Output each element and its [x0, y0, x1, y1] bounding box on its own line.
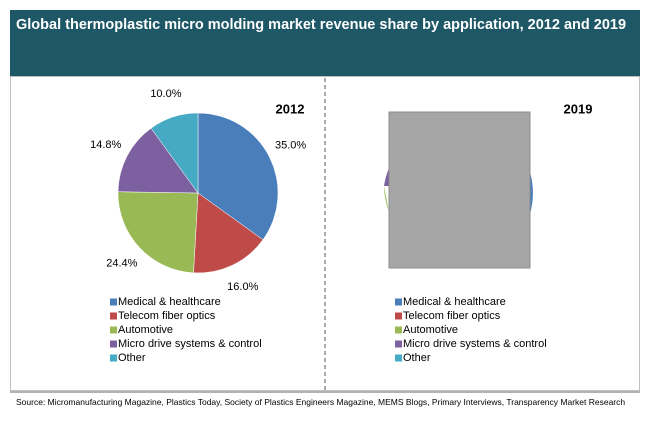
obscured-pie-edge — [384, 186, 389, 212]
title-box: Global thermoplastic micro molding marke… — [16, 17, 627, 33]
pie-slice — [193, 192, 264, 274]
data-label: 35.0% — [275, 139, 306, 151]
pie-slice — [117, 127, 199, 194]
legend-label: Micro drive systems & control — [118, 338, 262, 350]
legend-label: Other — [403, 352, 431, 364]
pie-slice — [150, 112, 199, 194]
obscuring-box — [388, 111, 531, 269]
legend-label: Micro drive systems & control — [403, 338, 547, 350]
legend-label: Automotive — [403, 324, 458, 336]
legend-label: Medical & healthcare — [403, 296, 506, 308]
legend-swatch — [395, 298, 402, 306]
legend-swatch — [395, 326, 402, 334]
legend-label: Other — [118, 352, 146, 364]
source: Source: Micromanufacturing Magazine, Pla… — [16, 397, 626, 407]
data-label: 16.0% — [227, 281, 258, 293]
panel — [10, 76, 640, 391]
legend-label: Automotive — [118, 324, 173, 336]
data-label: 24.4% — [106, 258, 137, 270]
legend-swatch — [110, 340, 117, 348]
legend-label: Telecom fiber optics — [403, 310, 501, 322]
pie-slice — [117, 191, 199, 274]
pie-title: 2012 — [276, 101, 305, 116]
chart-title: Global thermoplastic micro molding marke… — [16, 17, 627, 33]
source-box: Source: Micromanufacturing Magazine, Pla… — [16, 397, 626, 407]
obscured-pie-edge — [530, 172, 533, 214]
obscured-pie-edge — [384, 168, 389, 186]
legend-swatch — [110, 354, 117, 362]
title-bar — [10, 10, 640, 76]
pie-slice — [197, 112, 279, 241]
legend-swatch — [110, 298, 117, 306]
legend-swatch — [395, 312, 402, 320]
legend-swatch — [110, 326, 117, 334]
pie-title: 2019 — [564, 101, 593, 116]
legend-swatch — [110, 312, 117, 320]
legend-swatch — [395, 340, 402, 348]
data-label: 14.8% — [90, 139, 121, 151]
legend-label: Telecom fiber optics — [118, 310, 216, 322]
data-label: 10.0% — [150, 88, 181, 100]
legend-label: Medical & healthcare — [118, 296, 221, 308]
legend-swatch — [395, 354, 402, 362]
